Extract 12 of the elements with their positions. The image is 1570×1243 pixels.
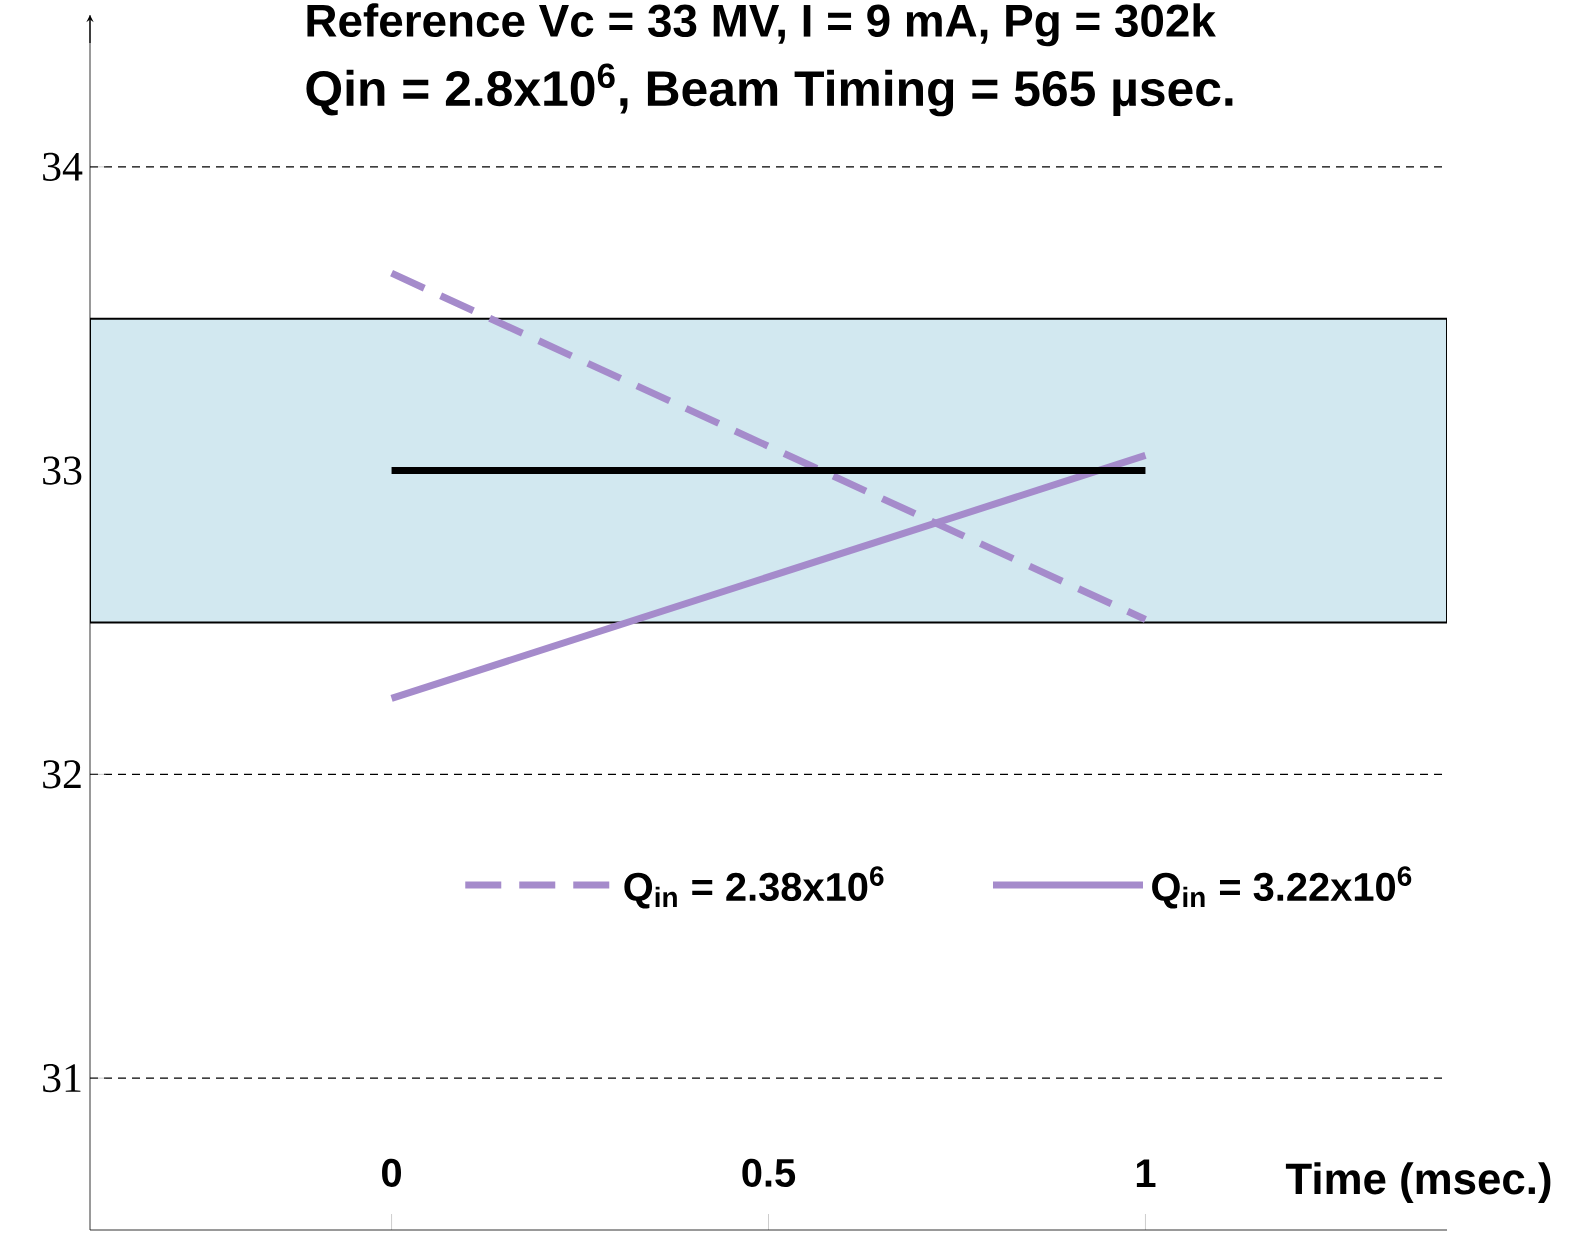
x-tick-label: 0.5: [742, 1158, 796, 1187]
text: Qin = 2.8x10$^{6}$, Beam Timing = 565 µsec.: [306, 63, 1233, 117]
x-tick-label: 0: [382, 1158, 402, 1187]
chart-title: Reference Vc = 33 MV, I = 9 mA, Pg = 302k: [307, 3, 1216, 47]
legend-label: Q$_{in}$ = 3.22x10$^{6}$: [1152, 866, 1412, 909]
y-tick-label: 34: [43, 152, 83, 181]
legend-label: Q$_{in}$ = 2.38x10$^{6}$: [624, 866, 884, 909]
x-axis-title: Time (msec.): [1285, 1162, 1551, 1204]
x-tick-label: 1: [1136, 1159, 1156, 1187]
y-tick-label: 33: [43, 456, 82, 485]
y-tick-label: 32: [43, 760, 81, 789]
y-tick-label: 31: [43, 1064, 81, 1093]
